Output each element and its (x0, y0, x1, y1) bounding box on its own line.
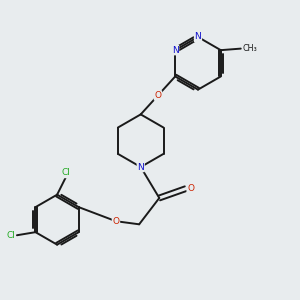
Text: Cl: Cl (7, 231, 15, 240)
Text: O: O (154, 91, 161, 100)
Text: N: N (137, 163, 144, 172)
Text: CH₃: CH₃ (242, 44, 257, 53)
Text: O: O (187, 184, 194, 193)
Text: O: O (112, 217, 119, 226)
Text: Cl: Cl (62, 169, 71, 178)
Text: N: N (172, 46, 178, 55)
Text: N: N (195, 32, 201, 41)
